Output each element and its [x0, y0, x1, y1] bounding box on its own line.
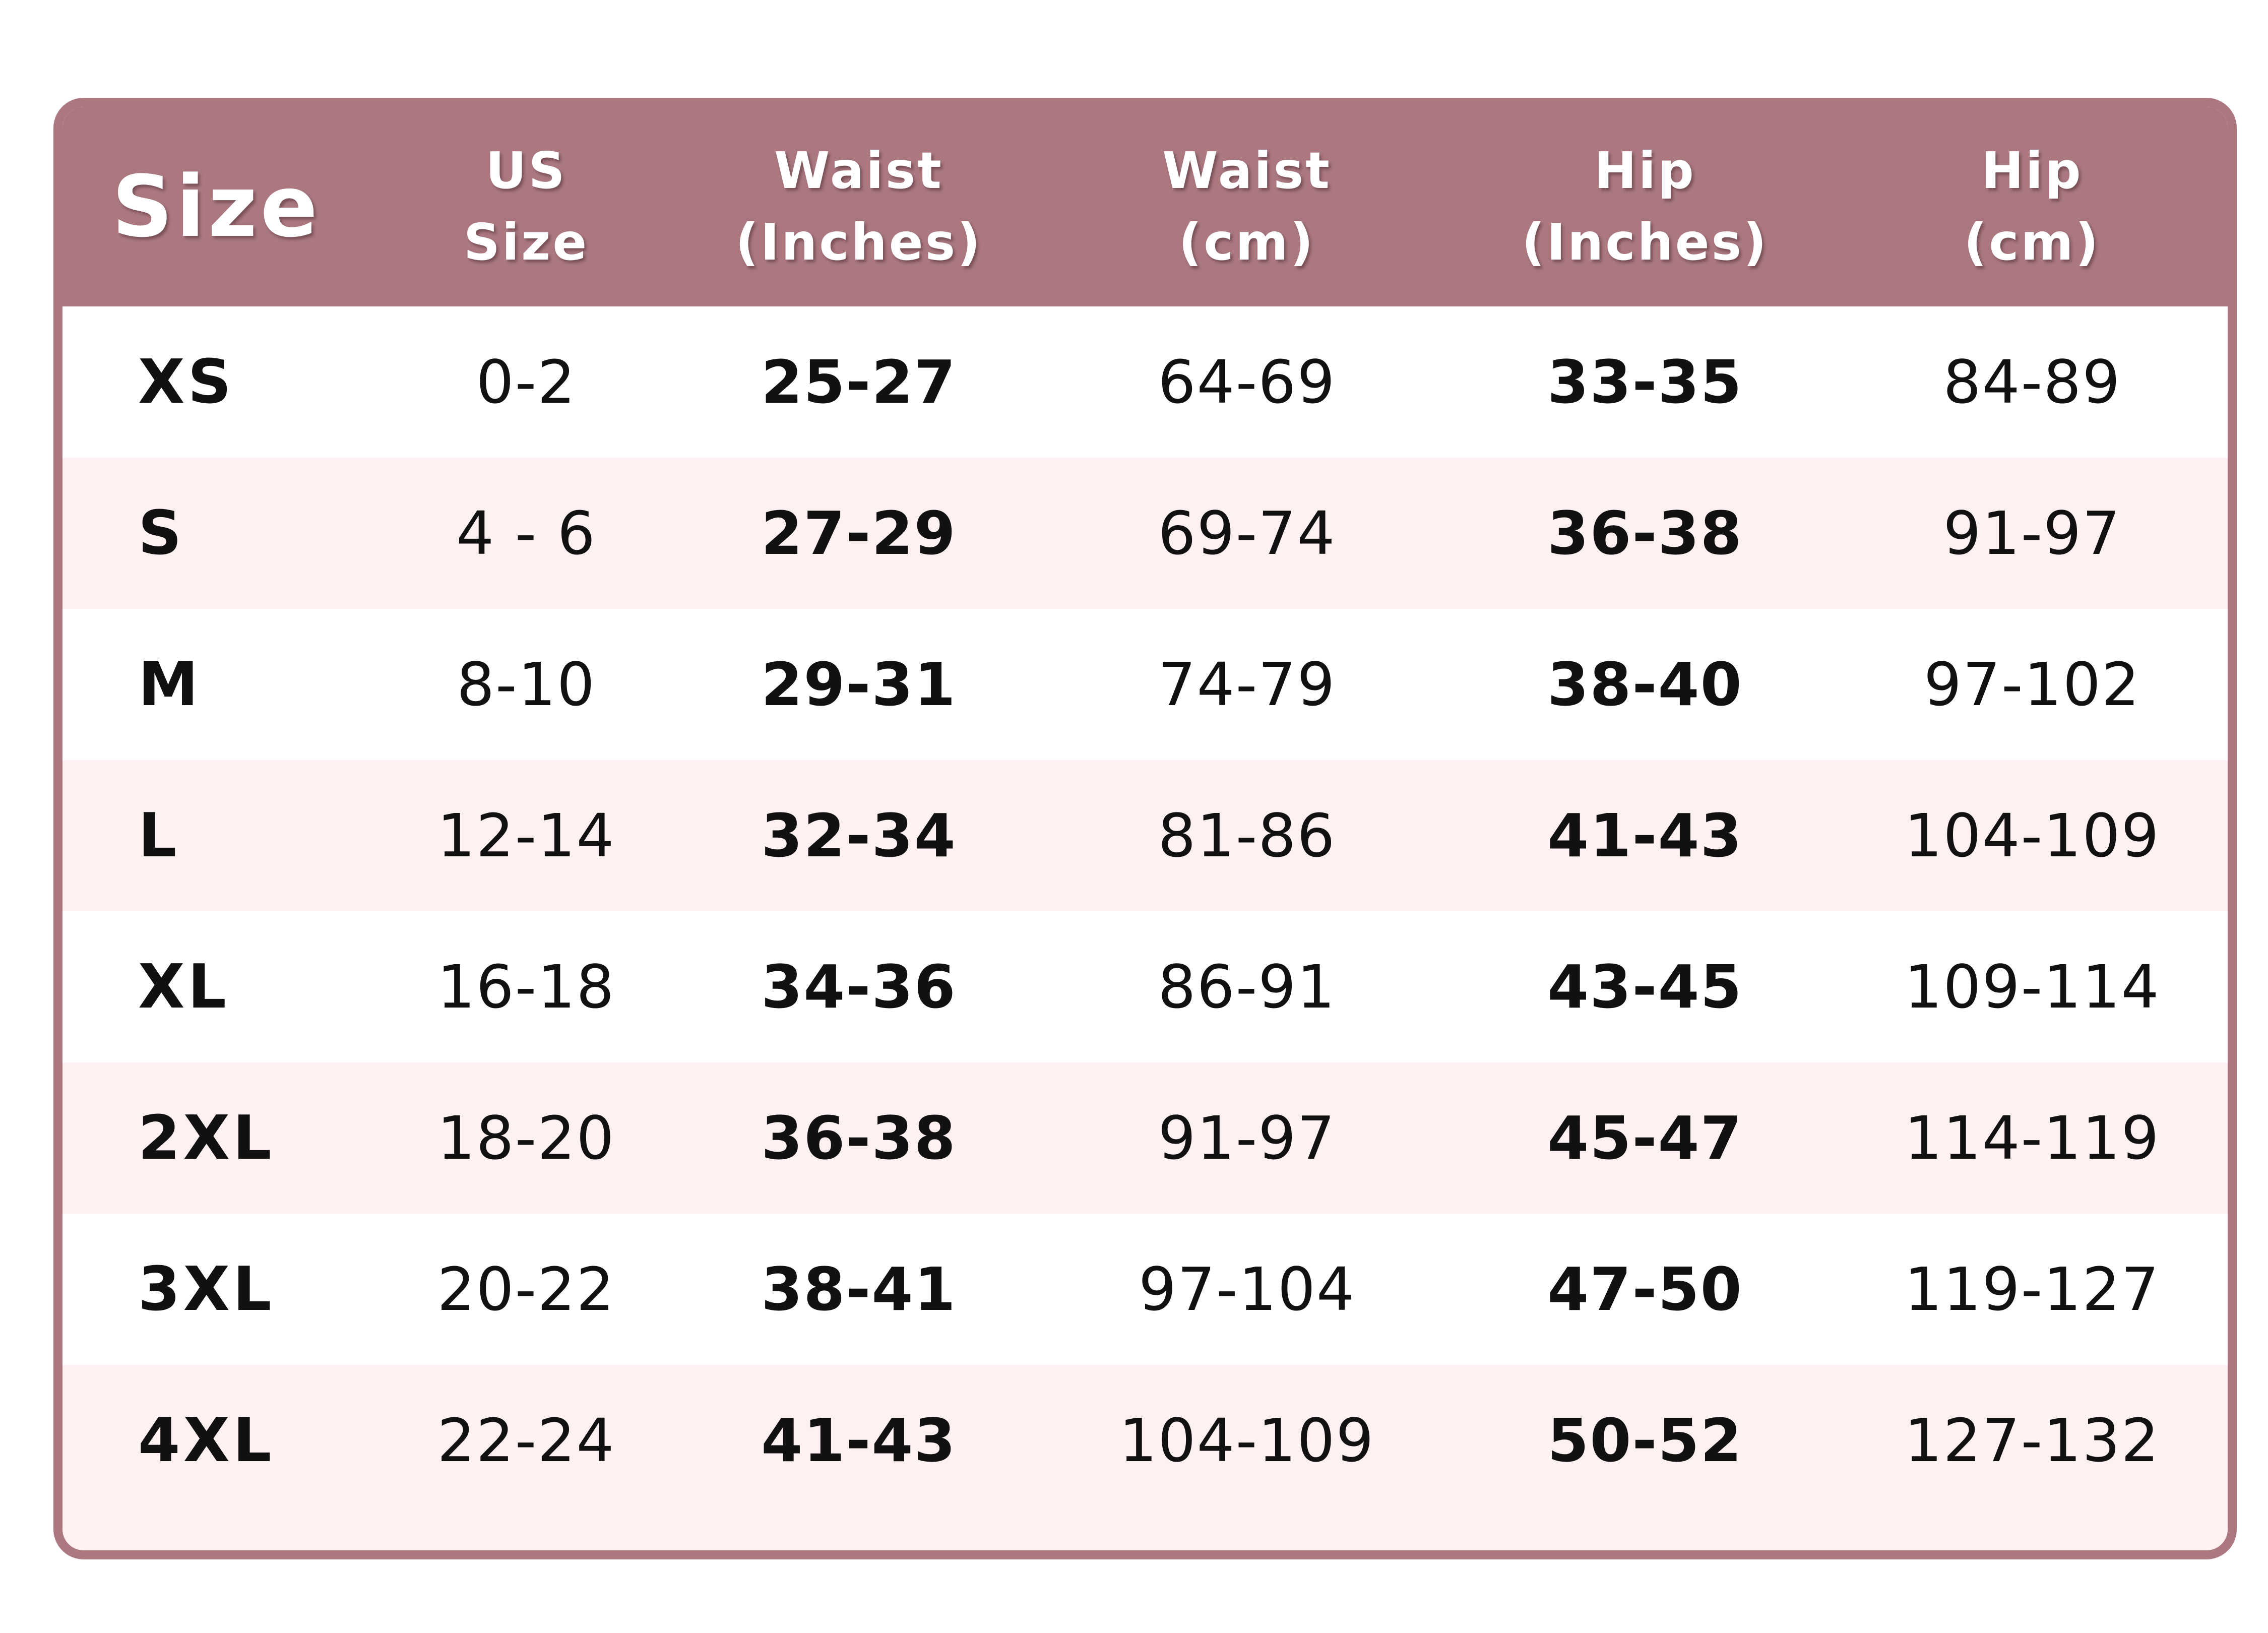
hip-inches-cell: 36-38 — [1547, 498, 1743, 568]
us-size-cell: 22-24 — [437, 1406, 615, 1475]
header-us-size-line-2: Size — [463, 213, 589, 272]
header-waist-inches: Waist (Inches) — [677, 107, 1040, 306]
waist-cm-cell: 91-97 — [1158, 1103, 1336, 1173]
header-size-label: Size — [112, 157, 321, 256]
table-row: 2XL 18-20 36-38 91-97 45-47 114-119 — [62, 1062, 2228, 1214]
hip-inches-cell: 43-45 — [1547, 952, 1743, 1022]
size-cell: XS — [138, 347, 234, 417]
size-cell: L — [138, 800, 180, 871]
waist-inches-cell: 41-43 — [761, 1406, 957, 1475]
hip-inches-cell: 41-43 — [1547, 801, 1743, 870]
waist-cm-cell: 74-79 — [1158, 650, 1336, 719]
header-us-size: US Size — [375, 107, 677, 306]
hip-inches-cell: 33-35 — [1547, 347, 1743, 417]
hip-inches-cell: 45-47 — [1547, 1103, 1743, 1173]
table-row: XL 16-18 34-36 86-91 43-45 109-114 — [62, 911, 2228, 1062]
header-waist-cm-line-2: (cm) — [1178, 213, 1315, 272]
table-row: 3XL 20-22 38-41 97-104 47-50 119-127 — [62, 1214, 2228, 1365]
hip-inches-cell: 50-52 — [1547, 1406, 1743, 1475]
size-cell: XL — [138, 952, 229, 1022]
header-waist-cm: Waist (cm) — [1040, 107, 1454, 306]
header-waist-inches-line-1: Waist — [774, 141, 943, 200]
size-cell: S — [138, 498, 185, 569]
us-size-cell: 20-22 — [437, 1254, 615, 1324]
hip-inches-cell: 38-40 — [1547, 650, 1743, 719]
hip-cm-cell: 114-119 — [1904, 1103, 2160, 1173]
hip-cm-cell: 84-89 — [1943, 347, 2121, 417]
hip-cm-cell: 109-114 — [1904, 952, 2160, 1022]
size-chart-table: Size US Size Waist (Inches) Waist (cm) H… — [53, 98, 2237, 1559]
hip-cm-cell: 127-132 — [1904, 1406, 2160, 1475]
header-size: Size — [62, 107, 375, 306]
header-hip-cm-line-2: (cm) — [1964, 213, 2101, 272]
hip-cm-cell: 104-109 — [1904, 801, 2160, 870]
table-row: S 4 - 6 27-29 69-74 36-38 91-97 — [62, 458, 2228, 609]
size-cell: 3XL — [138, 1254, 275, 1325]
waist-inches-cell: 27-29 — [761, 498, 957, 568]
waist-cm-cell: 69-74 — [1158, 498, 1336, 568]
header-us-size-line-1: US — [485, 141, 567, 200]
hip-cm-cell: 91-97 — [1943, 498, 2121, 568]
header-hip-cm: Hip (cm) — [1837, 107, 2228, 306]
size-cell: 4XL — [138, 1405, 275, 1476]
waist-inches-cell: 25-27 — [761, 347, 957, 417]
table-row: L 12-14 32-34 81-86 41-43 104-109 — [62, 760, 2228, 911]
us-size-cell: 16-18 — [437, 952, 615, 1022]
us-size-cell: 8-10 — [457, 650, 596, 719]
size-cell: M — [138, 649, 202, 720]
table-row: XS 0-2 25-27 64-69 33-35 84-89 — [62, 306, 2228, 458]
us-size-cell: 0-2 — [476, 347, 577, 417]
waist-inches-cell: 29-31 — [761, 650, 957, 719]
header-waist-inches-line-2: (Inches) — [735, 213, 982, 272]
table-header: Size US Size Waist (Inches) Waist (cm) H… — [62, 107, 2228, 306]
header-hip-inches-line-1: Hip — [1594, 141, 1696, 200]
us-size-cell: 18-20 — [437, 1103, 615, 1173]
table-row: M 8-10 29-31 74-79 38-40 97-102 — [62, 609, 2228, 760]
waist-cm-cell: 81-86 — [1158, 801, 1336, 870]
waist-cm-cell: 86-91 — [1158, 952, 1336, 1022]
waist-inches-cell: 38-41 — [761, 1254, 957, 1324]
hip-cm-cell: 119-127 — [1904, 1254, 2160, 1324]
hip-inches-cell: 47-50 — [1547, 1254, 1743, 1324]
waist-inches-cell: 36-38 — [761, 1103, 957, 1173]
us-size-cell: 4 - 6 — [456, 498, 596, 568]
waist-cm-cell: 104-109 — [1119, 1406, 1375, 1475]
waist-inches-cell: 32-34 — [761, 801, 957, 870]
header-waist-cm-line-1: Waist — [1162, 141, 1332, 200]
header-hip-inches: Hip (Inches) — [1454, 107, 1837, 306]
waist-cm-cell: 97-104 — [1139, 1254, 1355, 1324]
table-row: 4XL 22-24 41-43 104-109 50-52 127-132 — [62, 1365, 2228, 1550]
us-size-cell: 12-14 — [437, 801, 615, 870]
waist-cm-cell: 64-69 — [1158, 347, 1336, 417]
header-hip-inches-line-2: (Inches) — [1522, 213, 1769, 272]
size-cell: 2XL — [138, 1103, 275, 1173]
waist-inches-cell: 34-36 — [761, 952, 957, 1022]
header-hip-cm-line-1: Hip — [1981, 141, 2083, 200]
hip-cm-cell: 97-102 — [1924, 650, 2140, 719]
